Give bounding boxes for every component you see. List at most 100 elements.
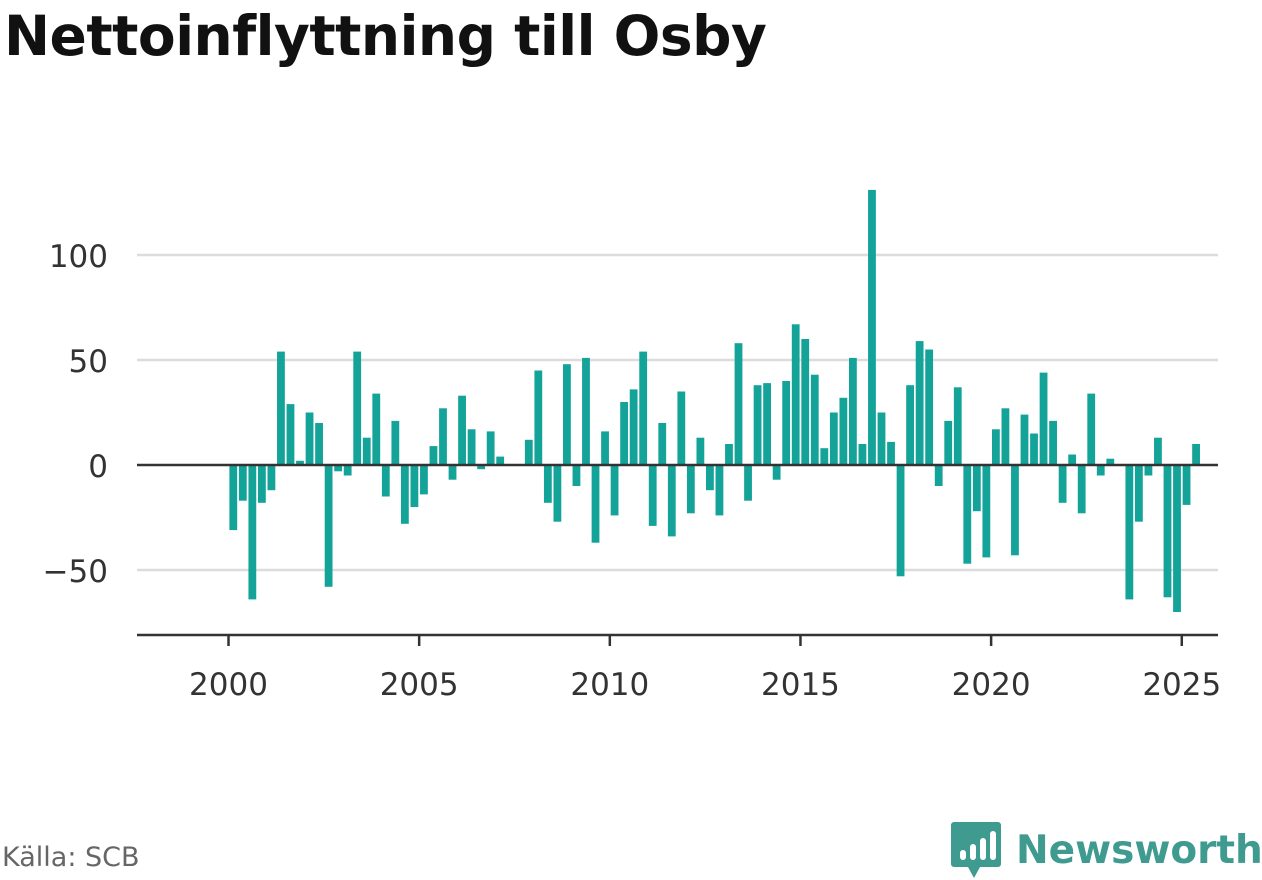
bar [420,465,428,495]
bar [1049,420,1057,465]
bar [305,412,314,465]
y-tick-label: 0 [88,449,108,485]
y-tick-label: 100 [49,239,108,275]
bar [1125,465,1134,600]
newsworthy-logo-icon [951,822,1001,878]
bar [343,465,352,476]
x-tick-label: 2010 [570,667,649,703]
bar [868,189,876,465]
bar [620,402,629,465]
bar [677,391,686,465]
brand-logo[interactable]: Newsworthy [950,820,1262,880]
x-tick-label: 2000 [189,667,268,703]
bar [934,465,943,486]
bar [925,349,934,465]
bar [238,465,247,501]
bar [1058,465,1067,503]
bar [1182,465,1191,505]
bar [362,437,371,465]
bar [791,324,800,465]
bar [753,385,762,465]
bar [1077,465,1086,514]
bar [324,465,333,587]
bar [1039,372,1048,465]
bar [763,383,772,465]
brand-name: Newsworthy [1016,827,1262,873]
bar [267,465,276,491]
bar [257,465,266,503]
bar [896,465,905,577]
bar [610,465,619,516]
bar [887,441,895,465]
bar [858,444,867,465]
bar [486,431,495,465]
bar [686,465,695,514]
bar [277,351,285,465]
bars [229,189,1200,612]
bar [496,456,505,465]
bar [439,408,447,465]
bar [782,381,791,465]
y-tick-label: −50 [43,554,108,590]
bar [658,423,667,465]
bar [915,341,924,465]
bar [725,444,733,465]
bar [1106,458,1115,465]
bar [972,465,981,512]
bar [1192,444,1200,465]
bar [1011,465,1019,556]
bar [372,393,381,465]
x-tick-label: 2025 [1142,667,1221,703]
bar [601,431,609,465]
bar [877,412,886,465]
bar [458,395,466,465]
bar [410,465,419,507]
bar [667,465,676,537]
bar [820,448,829,465]
x-tick-label: 2015 [761,667,840,703]
bar [801,339,810,465]
bar [1087,393,1096,465]
bar [1030,433,1038,465]
bar [248,465,257,600]
bar [353,351,362,465]
bar [772,465,781,480]
bar [381,465,390,497]
bar [982,465,991,558]
bar [553,465,562,522]
gridlines [137,253,1218,572]
source-label: Källa: SCB [2,842,140,873]
bar [1134,465,1143,522]
x-tick-label: 2020 [952,667,1031,703]
bar [696,437,705,465]
bar [639,351,648,465]
bar [839,397,848,465]
bar [582,357,590,465]
bar [467,429,476,465]
bar [315,423,323,465]
bar [572,465,581,486]
bar [391,420,400,465]
bar [629,389,638,465]
bar [744,465,752,501]
bar [1144,465,1153,476]
bar [944,420,953,465]
bar [715,465,724,516]
bar [563,364,571,465]
bar [1020,414,1029,465]
bar [534,370,543,465]
y-tick-label: 50 [69,344,108,380]
bar [286,404,295,465]
bar [953,387,962,465]
bar [1173,465,1181,612]
bar [524,439,533,465]
bar [543,465,552,503]
bar [1154,437,1162,465]
bar [963,465,972,564]
bar [477,465,486,470]
bar [429,446,438,465]
bar [591,465,600,543]
bar [1163,465,1172,598]
bar [906,385,914,465]
